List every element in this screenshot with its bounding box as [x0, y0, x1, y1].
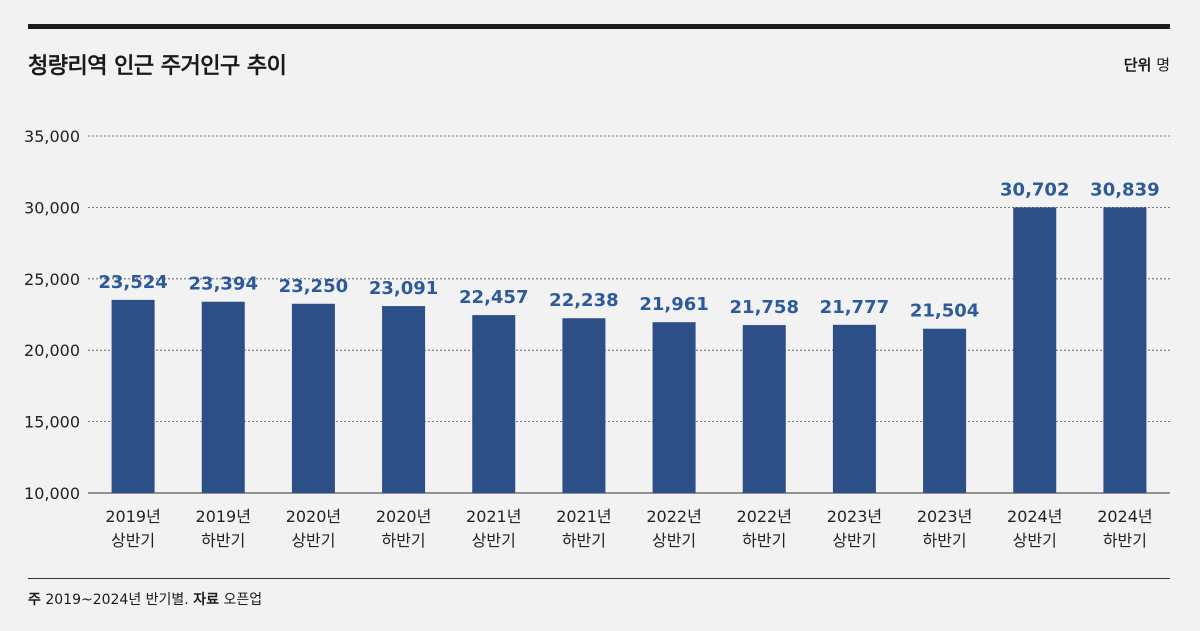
- bar: [1013, 207, 1057, 493]
- x-tick-label-year: 2024년: [1097, 507, 1152, 526]
- x-tick-label-year: 2020년: [286, 507, 341, 526]
- bar-value-label: 21,758: [730, 297, 799, 318]
- x-tick-label-half: 하반기: [742, 531, 786, 550]
- unit-label: 단위 명: [1124, 54, 1170, 75]
- bar-value-label: 30,839: [1090, 179, 1159, 200]
- bar-value-label: 22,238: [549, 290, 618, 311]
- y-tick-label: 10,000: [24, 484, 80, 503]
- y-tick-label: 35,000: [24, 127, 80, 146]
- x-tick-label-year: 2024년: [1007, 507, 1062, 526]
- x-tick-label-half: 하반기: [201, 531, 245, 550]
- x-tick-label-year: 2023년: [827, 507, 882, 526]
- bar: [382, 306, 426, 493]
- x-tick-label-year: 2019년: [105, 507, 160, 526]
- bar: [1103, 207, 1147, 493]
- x-tick-label-half: 상반기: [472, 531, 516, 550]
- x-tick-label-half: 상반기: [291, 531, 335, 550]
- chart-title: 청량리역 인근 주거인구 추이: [28, 54, 287, 79]
- x-tick-label-half: 상반기: [111, 531, 155, 550]
- bar: [742, 325, 786, 493]
- x-tick-label-half: 하반기: [562, 531, 606, 550]
- bar-value-label: 23,394: [189, 274, 258, 295]
- x-tick-label-year: 2020년: [376, 507, 431, 526]
- x-tick-label-half: 하반기: [381, 531, 425, 550]
- unit-label-value: 명: [1156, 56, 1170, 74]
- y-tick-label: 25,000: [24, 270, 80, 289]
- footnote-source-text: 오픈업: [223, 592, 263, 608]
- bar-value-label: 30,702: [1000, 179, 1069, 200]
- bar-value-label: 23,250: [279, 276, 348, 297]
- y-tick-label: 20,000: [24, 341, 80, 360]
- footnote-source-label: 자료: [193, 592, 219, 608]
- unit-label-key: 단위: [1123, 56, 1152, 74]
- bar: [832, 324, 876, 493]
- bottom-rule: [28, 578, 1170, 579]
- x-tick-label-half: 하반기: [922, 531, 966, 550]
- x-tick-label-year: 2023년: [917, 507, 972, 526]
- x-tick-label-year: 2022년: [737, 507, 792, 526]
- y-tick-label: 30,000: [24, 198, 80, 217]
- footnote-note-text: 2019~2024년 반기별.: [45, 592, 189, 608]
- y-tick-label: 15,000: [24, 413, 80, 432]
- bar-value-label: 23,091: [369, 278, 438, 299]
- footnote-note-label: 주: [28, 592, 41, 608]
- bar: [291, 303, 335, 493]
- top-rule: [28, 24, 1170, 29]
- x-tick-label-year: 2022년: [646, 507, 701, 526]
- bar-value-label: 21,961: [639, 294, 708, 315]
- x-tick-label-year: 2019년: [196, 507, 251, 526]
- x-tick-label-half: 상반기: [652, 531, 696, 550]
- footnote: 주 2019~2024년 반기별. 자료 오픈업: [28, 589, 262, 609]
- x-tick-label-half: 하반기: [1103, 531, 1147, 550]
- bar: [562, 318, 606, 493]
- x-tick-label-half: 상반기: [1013, 531, 1057, 550]
- bar-value-label: 21,504: [910, 301, 979, 322]
- x-tick-label-half: 상반기: [832, 531, 876, 550]
- x-tick-label-year: 2021년: [466, 507, 521, 526]
- bar: [111, 299, 155, 493]
- bar-value-label: 21,777: [820, 297, 889, 318]
- bar-value-label: 22,457: [459, 287, 528, 308]
- bar: [923, 328, 967, 493]
- bar-value-label: 23,524: [98, 272, 167, 293]
- x-tick-label-year: 2021년: [556, 507, 611, 526]
- bar: [472, 315, 516, 493]
- bar: [652, 322, 696, 493]
- bar: [201, 301, 245, 493]
